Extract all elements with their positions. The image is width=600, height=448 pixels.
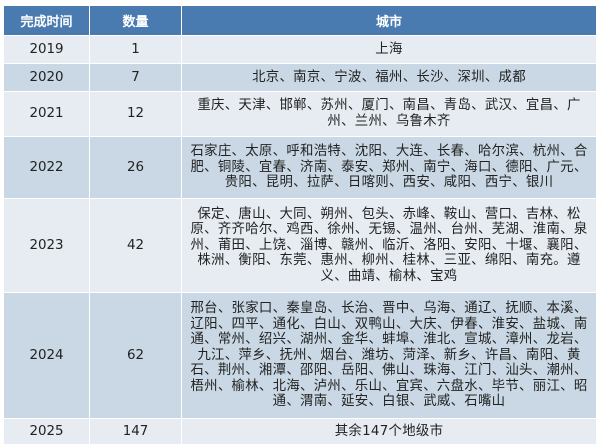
count-cell: 62 xyxy=(89,292,182,419)
year-cell: 2024 xyxy=(3,292,90,419)
year-cell: 2023 xyxy=(3,198,90,293)
count-cell: 26 xyxy=(89,136,182,199)
cities-cell: 邢台、张家口、秦皇岛、长治、晋中、乌海、通辽、抚顺、本溪、辽阳、四平、通化、白山… xyxy=(181,292,597,419)
table-row: 2021 12 重庆、天津、邯郸、苏州、厦门、南昌、青岛、武汉、宜昌、广州、兰州… xyxy=(3,91,597,137)
year-cell: 2020 xyxy=(3,63,90,92)
year-cell: 2021 xyxy=(3,91,90,137)
cities-cell: 石家庄、太原、呼和浩特、沈阳、大连、长春、哈尔滨、杭州、合肥、铜陵、宜春、济南、… xyxy=(181,136,597,199)
cities-cell: 其余147个地级市 xyxy=(181,418,597,445)
cities-cell: 保定、唐山、大同、朔州、包头、赤峰、鞍山、营口、吉林、松原、齐齐哈尔、鸡西、徐州… xyxy=(181,198,597,293)
table-row: 2020 7 北京、南京、宁波、福州、长沙、深圳、成都 xyxy=(3,63,597,92)
cities-cell: 上海 xyxy=(181,35,597,64)
header-year: 完成时间 xyxy=(3,5,90,36)
count-cell: 12 xyxy=(89,91,182,137)
count-cell: 42 xyxy=(89,198,182,293)
count-cell: 147 xyxy=(89,418,182,445)
city-completion-table: 完成时间 数量 城市 2019 1 上海 2020 7 北京、南京、宁波、福州、… xyxy=(3,5,597,445)
table-row: 2025 147 其余147个地级市 xyxy=(3,418,597,445)
header-cities: 城市 xyxy=(181,5,597,36)
table-row: 2024 62 邢台、张家口、秦皇岛、长治、晋中、乌海、通辽、抚顺、本溪、辽阳、… xyxy=(3,292,597,419)
cities-cell: 重庆、天津、邯郸、苏州、厦门、南昌、青岛、武汉、宜昌、广州、兰州、乌鲁木齐 xyxy=(181,91,597,137)
table-row: 2019 1 上海 xyxy=(3,35,597,64)
table-row: 2023 42 保定、唐山、大同、朔州、包头、赤峰、鞍山、营口、吉林、松原、齐齐… xyxy=(3,198,597,293)
cities-cell: 北京、南京、宁波、福州、长沙、深圳、成都 xyxy=(181,63,597,92)
table-row: 2022 26 石家庄、太原、呼和浩特、沈阳、大连、长春、哈尔滨、杭州、合肥、铜… xyxy=(3,136,597,199)
year-cell: 2025 xyxy=(3,418,90,445)
header-row: 完成时间 数量 城市 xyxy=(3,5,597,36)
count-cell: 1 xyxy=(89,35,182,64)
header-count: 数量 xyxy=(89,5,182,36)
count-cell: 7 xyxy=(89,63,182,92)
year-cell: 2019 xyxy=(3,35,90,64)
year-cell: 2022 xyxy=(3,136,90,199)
